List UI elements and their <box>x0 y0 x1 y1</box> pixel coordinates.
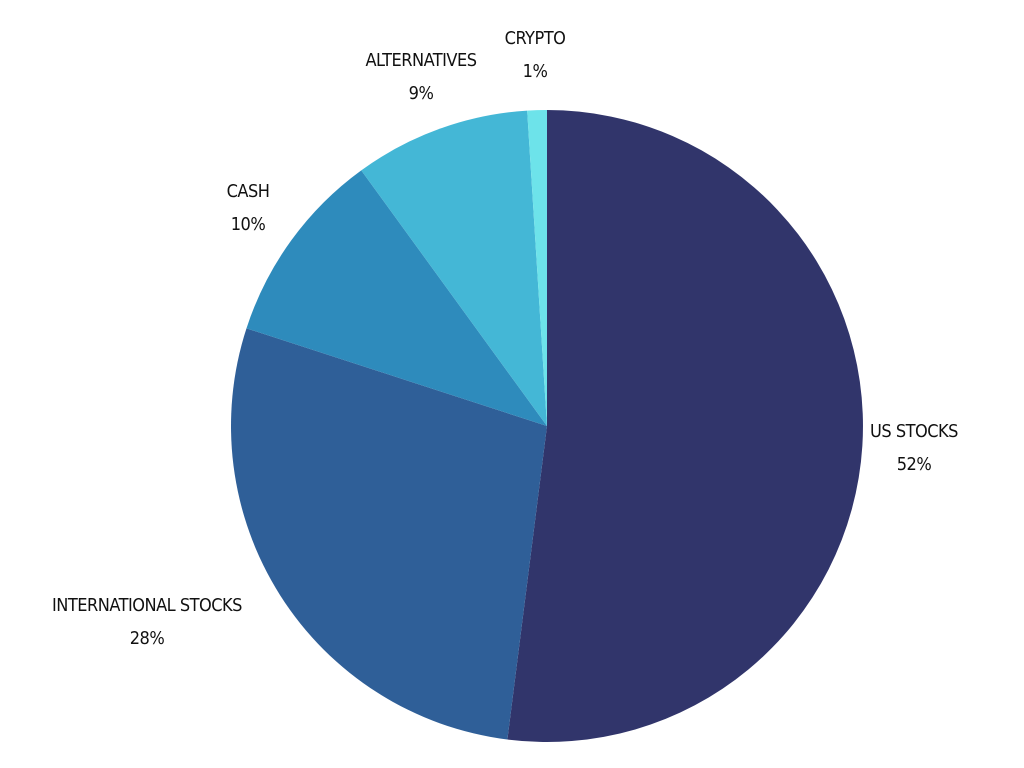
pie-slice-international-stocks <box>231 328 547 740</box>
pie-slices <box>231 110 863 742</box>
slice-label-name: CRYPTO <box>505 28 566 49</box>
slice-label-value: 28% <box>130 628 165 649</box>
pie-labels: US STOCKS 52% INTERNATIONAL STOCKS 28% CASH 1… <box>52 28 959 649</box>
slice-label-name: INTERNATIONAL STOCKS <box>52 595 242 616</box>
slice-label-value: 10% <box>231 214 266 235</box>
pie-slice-cash <box>246 170 547 426</box>
slice-label-value: 52% <box>897 454 932 475</box>
pie-slice-us-stocks <box>507 110 863 742</box>
pie-slice-crypto <box>527 110 547 426</box>
slice-label-value: 9% <box>409 83 434 104</box>
slice-label-value: 1% <box>523 61 548 82</box>
slice-label-name: CASH <box>227 181 270 202</box>
slice-label-name: ALTERNATIVES <box>365 50 476 71</box>
slice-label-name: US STOCKS <box>870 421 958 442</box>
pie-slice-alternatives <box>361 110 547 427</box>
